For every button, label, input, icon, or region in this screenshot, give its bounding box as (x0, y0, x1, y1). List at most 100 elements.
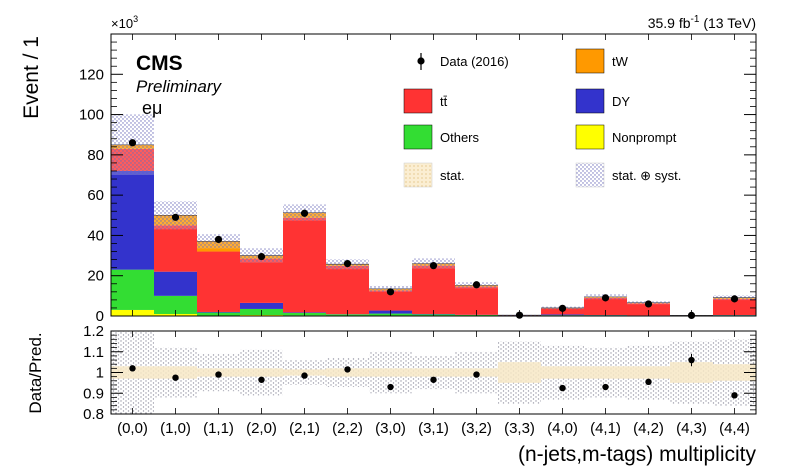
y-axis-ticks: 0 20 40 60 80 100 120 (79, 41, 756, 325)
bar-dy-0 (111, 170, 154, 270)
svg-text:Others: Others (440, 130, 480, 145)
ratio-point-0 (129, 365, 136, 372)
x-tick-label: (1,0) (160, 420, 191, 437)
x-tick-label: (4,0) (547, 420, 578, 437)
y-axis-title: Event / 1 (20, 36, 43, 119)
svg-text:DY: DY (612, 94, 630, 109)
ratio-panel: 0.80.911.11.2 (0,0) (1,0) (1,1) (2,0) (2,1)(… (83, 323, 757, 437)
ratio-point-3 (258, 376, 265, 383)
ratio-y-tick-label: 1.1 (83, 344, 104, 361)
data-point-6 (386, 288, 395, 296)
bar-tt-2 (197, 251, 240, 312)
channel-label: eμ (142, 98, 162, 118)
x-tick-label: (3,1) (418, 420, 449, 437)
ratio-point-1 (172, 374, 179, 381)
ratio-x-axis-ticks (132, 331, 735, 414)
legend-stat-syst: stat. ⊕ syst. (575, 162, 681, 188)
ratio-point-6 (387, 383, 394, 391)
bar-tt-14 (713, 298, 756, 315)
y-tick-label: 0 (96, 308, 104, 325)
main-panel: 0 20 40 60 80 100 120 (79, 33, 757, 325)
legend: Data (2016) tW tt̄ DY Others Nonprompt s… (403, 48, 681, 188)
ratio-point-12 (645, 378, 652, 386)
data-point-0 (128, 139, 137, 147)
legend-tw: tW (575, 48, 629, 74)
bar-tt-11 (584, 297, 627, 315)
x-tick-label: (1,1) (203, 420, 234, 437)
legend-others: Others (403, 124, 480, 150)
data-point-3 (257, 252, 266, 261)
x-tick-label: (2,2) (332, 420, 363, 437)
svg-text:tt̄: tt̄ (440, 94, 448, 109)
bar-dy-1 (154, 271, 197, 296)
legend-dy: DY (575, 88, 630, 114)
ratio-stat-band-6 (369, 368, 412, 377)
svg-text:stat.: stat. (440, 168, 465, 183)
bar-tt-7 (412, 265, 455, 314)
x-tick-label: (4,3) (676, 420, 707, 437)
ratio-point-13 (688, 356, 695, 364)
ratio-y-tick-label: 1.2 (83, 323, 104, 340)
bar-others-1 (154, 295, 197, 314)
ratio-y-tick-label: 0.8 (83, 406, 104, 423)
ratio-stat-band-0 (111, 366, 154, 379)
bar-tt-4 (283, 217, 326, 313)
data-point-14 (730, 295, 739, 303)
data-point-11 (601, 294, 610, 302)
svg-text:Data (2016): Data (2016) (440, 54, 509, 69)
data-point-10 (558, 304, 567, 312)
ratio-point-14 (731, 392, 738, 399)
ratio-points (129, 353, 738, 399)
ratio-stat-band-9 (498, 362, 541, 383)
y-tick-label: 80 (87, 147, 104, 164)
bar-tt-5 (326, 265, 369, 315)
x-tick-label: (3,0) (375, 420, 406, 437)
svg-text:Nonprompt: Nonprompt (612, 130, 677, 145)
legend-data: Data (2016) (417, 53, 509, 70)
legend-stat: stat. (403, 162, 465, 188)
bar-others-0 (111, 269, 154, 310)
ratio-y-axis-title: Data/Pred. (26, 332, 45, 413)
data-point-5 (343, 260, 352, 268)
svg-text:tW: tW (612, 54, 629, 69)
ratio-point-7 (430, 376, 437, 383)
data-point-12 (644, 300, 653, 308)
lumi-label: 35.9 fb-1 (13 TeV) (648, 14, 756, 31)
ratio-bands (111, 331, 756, 414)
ratio-point-11 (602, 383, 609, 391)
bar-tt-1 (154, 225, 197, 272)
bar-tt-12 (627, 303, 670, 316)
y-tick-label: 40 (87, 227, 104, 244)
bar-dy-3 (240, 302, 283, 309)
ratio-point-4 (301, 372, 308, 379)
ratio-point-2 (215, 371, 222, 378)
ratio-y-axis-ticks: 0.8 0.9 1 1.1 1.2 (83, 323, 756, 423)
ratio-point-8 (473, 371, 480, 378)
data-point-4 (300, 209, 309, 217)
x-tick-label: (0,0) (117, 420, 148, 437)
data-points (128, 139, 739, 319)
cms-label: CMS (136, 52, 183, 75)
x-tick-label: (4,4) (719, 420, 750, 437)
x-axis-ticks (132, 34, 735, 316)
ratio-stat-band-3 (240, 368, 283, 377)
ratio-stat-band-1 (154, 366, 197, 379)
x-tick-label: (2,1) (289, 420, 320, 437)
data-point-7 (429, 262, 438, 270)
y-tick-label: 100 (79, 107, 104, 124)
ratio-stat-band-12 (627, 366, 670, 379)
data-point-1 (171, 213, 180, 221)
x-tick-label: (4,1) (590, 420, 621, 437)
y-tick-label: 20 (87, 268, 104, 285)
ratio-point-5 (344, 366, 351, 373)
legend-nonprompt: Nonprompt (575, 124, 677, 150)
y-tick-label: 120 (79, 66, 104, 83)
bar-tt-3 (240, 258, 283, 303)
ratio-stat-band-10 (541, 366, 584, 379)
x-tick-label: (3,3) (504, 420, 535, 437)
svg-text:stat. ⊕ syst.: stat. ⊕ syst. (612, 168, 681, 183)
y-multiplier: ×103 (111, 14, 138, 31)
x-tick-labels: (0,0) (1,0) (1,1) (2,0) (2,1) (2,2) (3,0) (3,1)… (117, 420, 750, 437)
data-point-8 (472, 281, 481, 289)
